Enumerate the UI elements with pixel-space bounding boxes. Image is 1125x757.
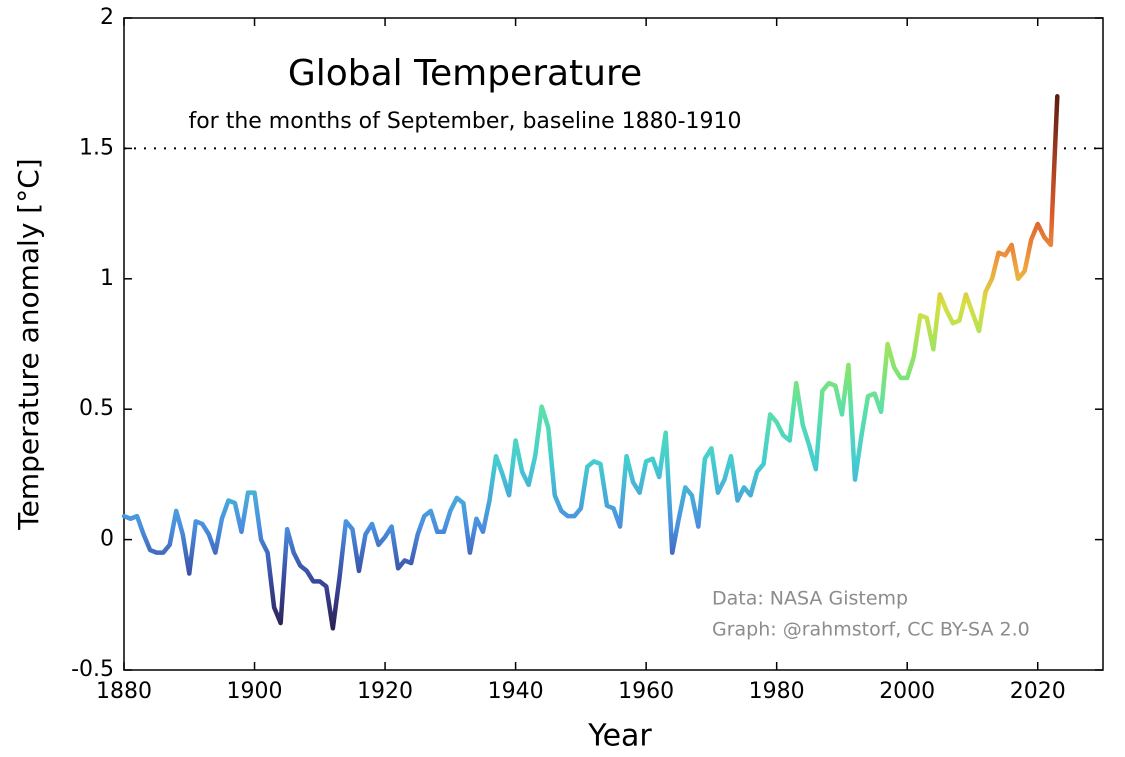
y-tick-label: 0 xyxy=(100,527,114,552)
y-tick-label: 2 xyxy=(100,5,114,30)
y-tick-label: 1 xyxy=(100,266,114,291)
x-tick-label: 2000 xyxy=(879,679,935,704)
y-axis-label: Temperature anomaly [°C] xyxy=(12,158,45,530)
x-tick-label: 1980 xyxy=(749,679,805,704)
y-tick-label: -0.5 xyxy=(71,657,114,682)
x-axis-label: Year xyxy=(587,719,652,754)
x-tick-label: 1960 xyxy=(618,679,674,704)
y-tick-label: 1.5 xyxy=(79,135,114,160)
x-tick-label: 1900 xyxy=(227,679,283,704)
x-tick-label: 1920 xyxy=(357,679,413,704)
temperature-line xyxy=(121,93,1060,631)
annotation: Data: NASA Gistemp xyxy=(712,588,908,610)
chart-subtitle: for the months of September, baseline 18… xyxy=(188,109,741,134)
x-tick-label: 1880 xyxy=(96,679,152,704)
y-tick-label: 0.5 xyxy=(79,396,114,421)
plot-frame xyxy=(123,17,1104,671)
annotation: Graph: @rahmstorf, CC BY-SA 2.0 xyxy=(712,619,1030,641)
chart-title: Global Temperature xyxy=(288,53,642,94)
x-tick-label: 1940 xyxy=(488,679,544,704)
x-tick-label: 2020 xyxy=(1010,679,1066,704)
